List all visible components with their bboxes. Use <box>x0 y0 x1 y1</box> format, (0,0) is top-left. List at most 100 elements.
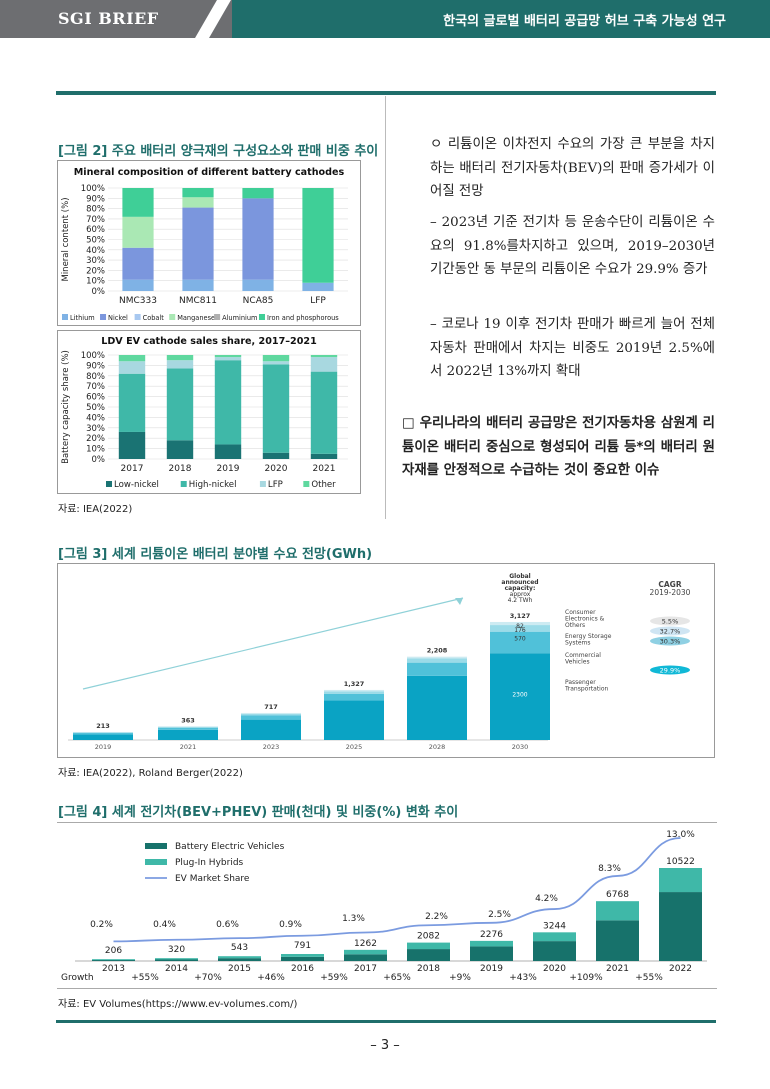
chart-mineral-composition: Mineral composition of different battery… <box>57 160 361 326</box>
bar-segment <box>73 734 133 740</box>
series-label: Passenger <box>565 679 596 686</box>
x-tick-label: 2020 <box>265 464 288 474</box>
cagr-value: 30.3% <box>660 638 681 646</box>
total-label: 717 <box>264 703 278 711</box>
bar-segment <box>158 726 218 728</box>
legend-label: Plug-In Hybrids <box>175 858 244 868</box>
x-tick-label: 2014 <box>165 964 188 974</box>
y-axis-label: Mineral content (%) <box>61 197 71 281</box>
y-tick-label: 70% <box>86 382 105 392</box>
x-tick-label: 2020 <box>543 964 566 974</box>
bar-bev <box>596 920 639 961</box>
ev-share-line <box>113 837 681 943</box>
bar-bev <box>281 956 324 961</box>
share-label: 2.5% <box>488 910 511 920</box>
bar-segment-iron-and-phosphorous <box>302 188 334 283</box>
total-label: 6768 <box>606 890 629 900</box>
bar-bev <box>218 958 261 961</box>
bar-segment-nickel <box>242 198 274 280</box>
y-tick-label: 0% <box>92 455 106 465</box>
x-tick-label: NCA85 <box>243 296 274 306</box>
share-label: 2.2% <box>425 912 448 922</box>
bar-segment <box>490 631 550 654</box>
bar-segment <box>324 691 384 694</box>
legend-swatch <box>258 314 265 320</box>
bar-phev <box>155 958 198 960</box>
y-tick-label: 10% <box>86 445 105 455</box>
capacity-note: approx <box>510 591 531 598</box>
x-tick-label: NMC333 <box>119 296 157 306</box>
legend-label: Nickel <box>108 314 128 322</box>
legend-label: Low-nickel <box>114 480 159 490</box>
bar-segment <box>241 719 301 740</box>
bar-bev <box>92 960 135 961</box>
total-label: 3244 <box>543 921 566 931</box>
series-label: Transportation <box>564 686 609 693</box>
x-tick-label: 2023 <box>263 743 280 751</box>
total-label: 3,127 <box>510 612 531 620</box>
figure3-source: 자료: IEA(2022), Roland Berger(2022) <box>58 768 243 779</box>
bar-segment-high-nickel <box>310 371 338 454</box>
share-label: 8.3% <box>598 864 621 874</box>
bar-segment <box>158 726 218 727</box>
bar-segment-other <box>214 355 242 358</box>
total-label: 2082 <box>417 932 440 942</box>
bar-segment <box>241 713 301 716</box>
growth-label: Growth <box>61 973 94 983</box>
bar-segment <box>407 656 467 659</box>
x-tick-label: 2022 <box>669 964 692 974</box>
y-tick-label: 100% <box>81 184 105 194</box>
bar-segment <box>490 653 550 740</box>
legend-label: Other <box>311 480 336 490</box>
legend-swatch <box>169 314 176 320</box>
bar-phev <box>281 954 324 957</box>
x-tick-label: 2021 <box>180 743 197 751</box>
bar-segment-iron-and-phosphorous <box>122 188 154 217</box>
x-tick-label: 2019 <box>217 464 240 474</box>
growth-value: +43% <box>509 973 537 983</box>
x-tick-label: 2013 <box>102 964 125 974</box>
paragraph-1: ㅇ 리튬이온 이차전지 수요의 가장 큰 부분을 차지하는 배터리 전기자동차(… <box>430 137 715 199</box>
bar-segment <box>324 693 384 701</box>
bar-segment-high-nickel <box>118 373 146 432</box>
total-label: 791 <box>294 941 311 951</box>
y-tick-label: 20% <box>86 266 105 276</box>
paragraph-2: – 2023년 기준 전기차 등 운송수단이 리튬이온 수요의 91.8%를차지… <box>430 215 715 277</box>
bar-bev <box>407 949 450 961</box>
figure2-source: 자료: IEA(2022) <box>58 504 133 515</box>
y-tick-label: 40% <box>86 413 105 423</box>
bar-segment-lithium <box>182 279 214 291</box>
series-label: Electronics & <box>565 616 605 623</box>
mineral-chart-svg: 0%10%20%30%40%50%60%70%80%90%100% Mineral… <box>61 184 348 322</box>
growth-value: +59% <box>320 973 348 983</box>
total-label: 2,208 <box>427 647 448 655</box>
page-number: – 3 – <box>370 1038 400 1053</box>
bar-segment <box>490 621 550 626</box>
x-tick-label: NMC811 <box>179 296 217 306</box>
x-tick-label: 2015 <box>228 964 251 974</box>
x-tick-label: 2017 <box>121 464 144 474</box>
trend-arrowhead <box>455 598 463 605</box>
share-label: 1.3% <box>342 914 365 924</box>
bar-phev <box>596 901 639 921</box>
share-label: 0.9% <box>279 920 302 930</box>
trend-arrow <box>82 597 464 690</box>
growth-value: +55% <box>131 973 159 983</box>
bar-phev <box>407 942 450 950</box>
legend-swatch <box>303 481 310 487</box>
y-tick-label: 20% <box>86 434 105 444</box>
total-label: 206 <box>105 946 122 956</box>
y-tick-label: 40% <box>86 246 105 256</box>
bar-segment-manganese <box>182 197 214 208</box>
y-tick-label: 50% <box>86 403 105 413</box>
x-tick-label: 2030 <box>512 743 529 751</box>
growth-value: +9% <box>449 973 471 983</box>
legend-label: Iron and phosphorous <box>267 314 339 322</box>
bar-phev <box>92 959 135 961</box>
capacity-note: Global <box>509 573 531 580</box>
legend-label: Manganese <box>177 314 215 322</box>
cagr-value: 5.5% <box>662 618 679 626</box>
bar-segment-lithium <box>122 279 154 291</box>
y-tick-label: 10% <box>86 277 105 287</box>
y-tick-label: 90% <box>86 361 105 371</box>
